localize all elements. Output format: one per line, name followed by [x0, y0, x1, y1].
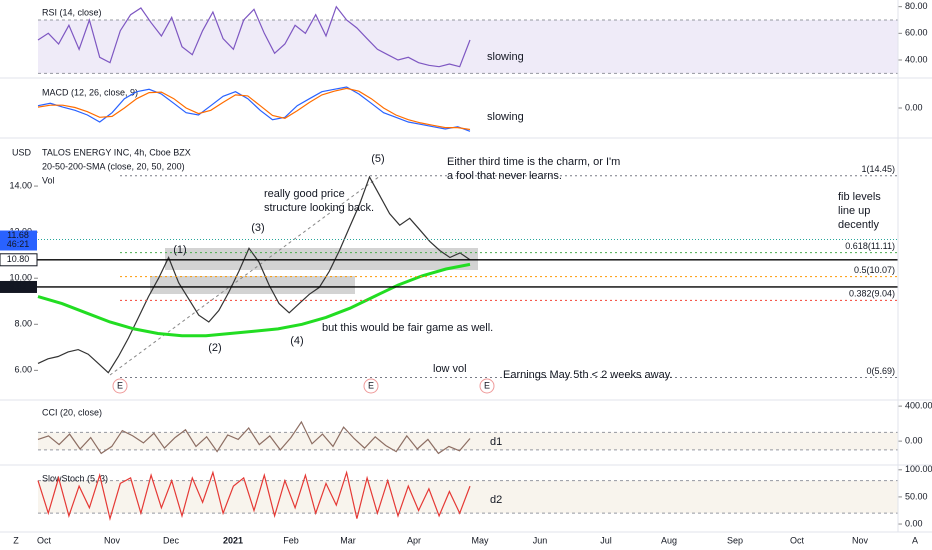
- fib-label: 0.382(9.04): [849, 289, 895, 299]
- price-tag: [0, 253, 38, 267]
- annotation: structure looking back.: [264, 202, 374, 214]
- annotation: really good price: [264, 188, 345, 200]
- x-tick-label: Mar: [340, 535, 356, 545]
- wave-label: (2): [208, 342, 221, 354]
- y-tick-label: 400.00: [905, 401, 932, 411]
- earnings-label: E: [117, 380, 123, 390]
- wave-label: (1): [173, 244, 186, 256]
- annotation: Either third time is the charm, or I'm: [447, 156, 620, 168]
- earnings-label: E: [484, 380, 490, 390]
- annotation: Earnings May 5th < 2 weeks away.: [503, 369, 672, 381]
- earnings-marker: [363, 378, 379, 394]
- x-tick-label: Nov: [852, 535, 869, 545]
- x-tick-label: May: [471, 535, 489, 545]
- y-tick-label: 80.00: [905, 1, 928, 11]
- pane-label: RSI (14, close): [42, 7, 102, 17]
- x-tick-label: Feb: [283, 535, 299, 545]
- annotation: fib levels: [838, 191, 881, 203]
- fib-label: 0.5(10.07): [854, 265, 895, 275]
- series-line: [37, 87, 471, 131]
- earnings-marker: [479, 378, 495, 394]
- chart-title: TALOS ENERGY INC, 4h, Cboe BZX: [42, 147, 191, 157]
- pane-label: 20-50-200-SMA (close, 20, 50, 200): [42, 161, 185, 171]
- x-tick-label: Jun: [533, 535, 548, 545]
- annotation: a fool that never learns.: [447, 170, 562, 182]
- price-tag-label: 11.68: [7, 230, 29, 240]
- price-tag: [0, 230, 37, 251]
- annotation: decently: [838, 219, 879, 231]
- series-line: [37, 470, 471, 521]
- zone-box: [150, 276, 355, 294]
- fib-label: 0(5.69): [866, 366, 895, 376]
- price-tag-label: 9.62: [9, 281, 27, 291]
- annotation: d1: [490, 436, 502, 448]
- x-tick-label: Aug: [661, 535, 677, 545]
- series-line: [37, 420, 471, 455]
- x-tick-label: Jul: [600, 535, 612, 545]
- zone-box: [165, 248, 478, 270]
- wave-label: (5): [371, 153, 384, 165]
- currency: USD: [12, 147, 32, 157]
- x-tick-label: 2021: [223, 535, 243, 545]
- annotation: slowing: [487, 111, 524, 123]
- series-line: [37, 262, 471, 338]
- corner-right: A: [912, 535, 918, 545]
- x-tick-label: Dec: [163, 535, 180, 545]
- annotation: slowing: [487, 51, 524, 63]
- annotation: but this would be fair game as well.: [322, 322, 493, 334]
- band: [38, 480, 898, 514]
- pane-label: SlowStoch (5, 3): [42, 473, 108, 483]
- y-tick-label: 40.00: [905, 54, 928, 64]
- x-tick-label: Apr: [407, 535, 421, 545]
- x-tick-label: Sep: [727, 535, 743, 545]
- y-tick-label: 8.00: [14, 319, 32, 329]
- annotation: low vol: [433, 363, 467, 375]
- price-tag: [0, 280, 37, 293]
- trend-line: [109, 175, 381, 376]
- price-timer: 46:21: [7, 239, 30, 249]
- y-tick-label: 10.00: [9, 273, 32, 283]
- annotation: d2: [490, 494, 502, 506]
- fib-label: 0.618(11.11): [845, 241, 895, 251]
- earnings-label: E: [368, 380, 374, 390]
- x-tick-label: Nov: [104, 535, 121, 545]
- y-tick-label: 0.00: [905, 102, 923, 112]
- series-line: [37, 175, 471, 374]
- corner-left: Z: [13, 535, 19, 545]
- volume-label: Vol: [42, 175, 55, 185]
- y-tick-label: 0.00: [905, 518, 923, 528]
- earnings-marker: [112, 378, 128, 394]
- x-tick-label: Oct: [37, 535, 52, 545]
- pane-label: MACD (12, 26, close, 9): [42, 87, 138, 97]
- y-tick-label: 14.00: [9, 180, 32, 190]
- y-tick-label: 50.00: [905, 491, 928, 501]
- y-tick-label: 60.00: [905, 28, 928, 38]
- y-tick-label: 6.00: [14, 365, 32, 375]
- wave-label: (4): [290, 335, 303, 347]
- fib-label: 1(14.45): [861, 164, 895, 174]
- series-line: [37, 5, 471, 68]
- pane-label: CCI (20, close): [42, 407, 102, 417]
- x-tick-label: Oct: [790, 535, 805, 545]
- y-tick-label: 100.00: [905, 464, 932, 474]
- series-line: [37, 86, 471, 132]
- wave-label: (3): [251, 222, 264, 234]
- y-tick-label: 0.00: [905, 436, 923, 446]
- price-tag-label: 10.80: [7, 254, 30, 264]
- annotation: line up: [838, 205, 870, 217]
